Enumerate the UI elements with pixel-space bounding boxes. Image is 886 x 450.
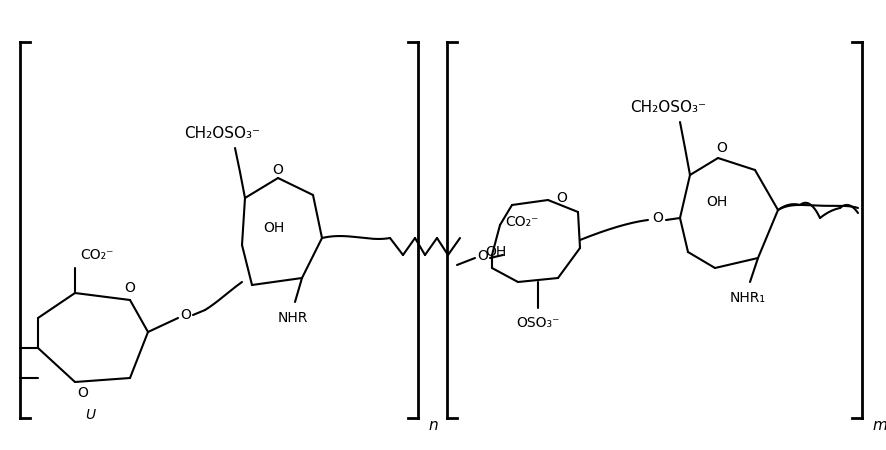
Text: OH: OH xyxy=(263,221,284,235)
Text: U: U xyxy=(85,408,95,422)
Text: NHR: NHR xyxy=(278,311,308,325)
Text: OH: OH xyxy=(486,245,507,259)
Text: NHR₁: NHR₁ xyxy=(730,291,766,305)
Text: CO₂⁻: CO₂⁻ xyxy=(80,248,113,262)
Text: n: n xyxy=(428,418,438,432)
Text: OSO₃⁻: OSO₃⁻ xyxy=(517,316,560,330)
Text: OH: OH xyxy=(706,195,727,209)
Text: O: O xyxy=(717,141,727,155)
Text: O: O xyxy=(78,386,89,400)
Text: m: m xyxy=(872,418,886,432)
Text: O: O xyxy=(653,211,664,225)
Text: O: O xyxy=(556,191,567,205)
Text: O: O xyxy=(125,281,136,295)
Text: O: O xyxy=(181,308,191,322)
Text: O: O xyxy=(273,163,284,177)
Text: CH₂OSO₃⁻: CH₂OSO₃⁻ xyxy=(630,99,706,114)
Text: O: O xyxy=(478,249,488,263)
Text: CO₂⁻: CO₂⁻ xyxy=(505,215,539,229)
Text: CH₂OSO₃⁻: CH₂OSO₃⁻ xyxy=(184,126,260,140)
